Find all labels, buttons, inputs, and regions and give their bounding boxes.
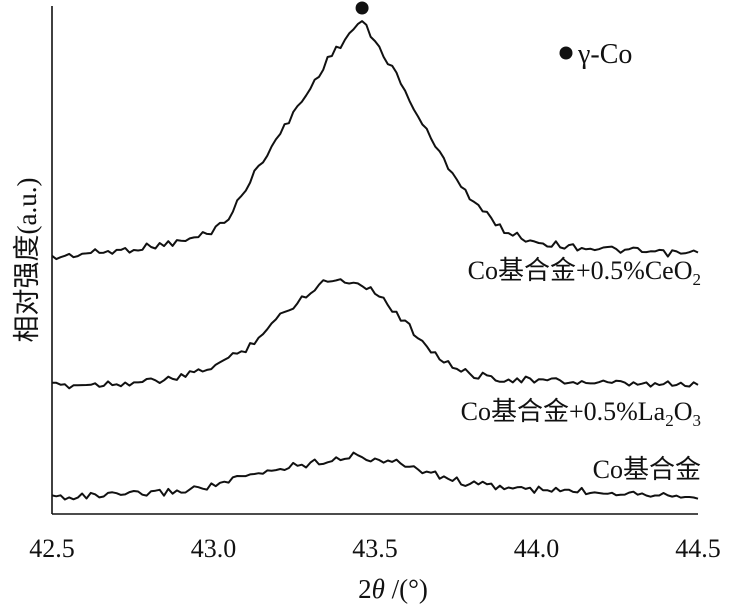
- series-label-base: Co基合金: [593, 455, 701, 484]
- series-line-ceo2: [51, 20, 699, 261]
- peak-marker: [355, 1, 369, 15]
- legend-text: γ-Co: [577, 39, 632, 70]
- x-tick-label-0: 42.5: [29, 534, 75, 563]
- x-tick-label-4: 44.5: [675, 534, 721, 563]
- x-axis-title: 2θ /(°): [358, 574, 428, 604]
- x-tick-label-1: 43.0: [191, 534, 237, 563]
- series-line-la2o3: [51, 278, 699, 390]
- series-label-ceo2: Co基合金+0.5%CeO2: [468, 256, 701, 289]
- y-axis-title: 相对强度(a.u.): [12, 178, 42, 343]
- legend-marker: [559, 46, 573, 60]
- x-tick-label-3: 44.0: [514, 534, 560, 563]
- series-line-base: [51, 451, 699, 501]
- x-tick-label-2: 43.5: [352, 534, 398, 563]
- series-label-la2o3: Co基合金+0.5%La2O3: [461, 397, 701, 430]
